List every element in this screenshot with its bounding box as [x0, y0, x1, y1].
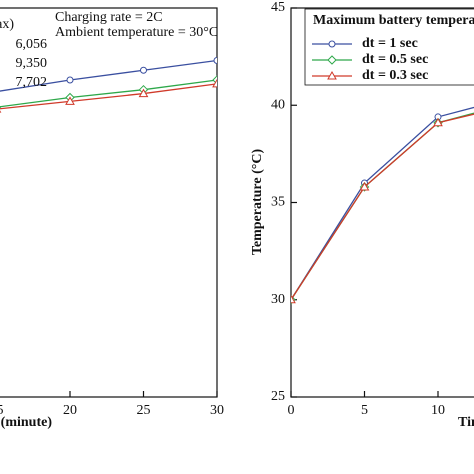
- plot-area: [291, 106, 474, 305]
- x-tick-label: 25: [137, 403, 151, 418]
- legend-label: 9,350: [16, 56, 48, 71]
- plot-area: [0, 57, 217, 113]
- y-tick-label: 45: [271, 0, 285, 15]
- y-tick-label: 25: [271, 389, 285, 404]
- x-tick-label: 30: [210, 403, 224, 418]
- legend-label: 7,702: [16, 75, 48, 90]
- x-tick-label: 10: [431, 403, 445, 418]
- series-line: [291, 112, 474, 301]
- marker: [291, 294, 296, 304]
- marker: [0, 105, 2, 109]
- marker: [327, 70, 337, 80]
- y-tick-label: 30: [271, 292, 285, 307]
- legend-label: dt = 0.5 sec: [362, 52, 428, 67]
- marker: [359, 181, 370, 191]
- annotation: Charging rate = 2C: [55, 10, 163, 25]
- x-tick-label: 15: [0, 403, 4, 418]
- marker: [138, 88, 149, 98]
- series-line: [291, 106, 474, 301]
- marker: [66, 76, 74, 84]
- x-tick-label: 0: [288, 403, 295, 418]
- legend-label: dt = 0.3 sec: [362, 68, 428, 83]
- marker: [0, 110, 2, 113]
- marker: [213, 57, 217, 65]
- marker: [212, 78, 217, 88]
- marker: [327, 55, 337, 65]
- series-line: [0, 79, 217, 108]
- legend-title: Maximum battery temperature: [313, 13, 474, 28]
- y-axis-label: Temperature (°C): [250, 149, 265, 256]
- y-tick-label: 35: [271, 195, 285, 210]
- series-line: [291, 113, 474, 301]
- plot-frame: [0, 7, 218, 398]
- legend-label: dt = 1 sec: [362, 36, 418, 51]
- x-tick-label: 20: [63, 403, 77, 418]
- y-tick-label: 40: [271, 97, 285, 112]
- legend-label: 6,056: [16, 37, 48, 52]
- marker: [65, 96, 75, 105]
- x-tick-label: 5: [361, 403, 368, 418]
- series-line: [0, 83, 217, 110]
- annotation: Ambient temperature = 30°C: [55, 25, 218, 40]
- series-line: [0, 59, 217, 92]
- x-axis-label: Time (minute): [458, 415, 474, 430]
- marker: [328, 40, 336, 48]
- x-axis-label: Time (minute): [0, 415, 52, 430]
- marker: [140, 66, 147, 74]
- marker: [433, 117, 443, 127]
- legend-title: ax): [0, 17, 14, 32]
